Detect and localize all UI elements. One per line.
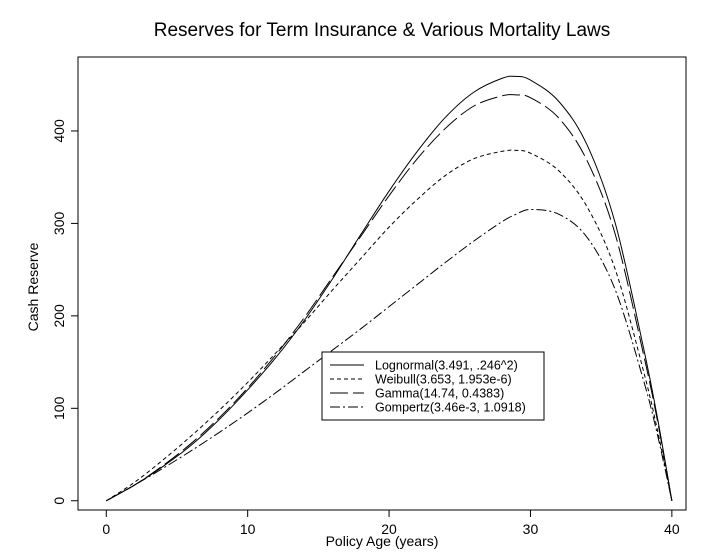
chart-title: Reserves for Term Insurance & Various Mo… bbox=[154, 20, 611, 41]
y-tick-label: 200 bbox=[51, 304, 67, 328]
legend: Lognormal(3.491, .246^2)Weibull(3.653, 1… bbox=[321, 351, 545, 421]
y-tick-label: 0 bbox=[51, 497, 67, 505]
legend-label: Gamma(14.74, 0.4383) bbox=[375, 387, 504, 401]
y-axis-label: Cash Reserve bbox=[25, 242, 41, 331]
legend-label: Gompertz(3.46e-3, 1.0918) bbox=[375, 401, 526, 415]
x-axis: 0 10 20 30 40 bbox=[102, 510, 680, 537]
series-line-1 bbox=[106, 75, 673, 502]
x-tick-label: 40 bbox=[664, 521, 680, 537]
legend-label: Weibull(3.653, 1.953e-6) bbox=[375, 373, 512, 387]
legend-label: Lognormal(3.491, .246^2) bbox=[375, 359, 518, 373]
y-tick-label: 300 bbox=[51, 212, 67, 236]
x-axis-label: Policy Age (years) bbox=[326, 533, 439, 549]
y-axis: 0 100 200 300 400 bbox=[51, 119, 78, 505]
x-tick-label: 10 bbox=[240, 521, 256, 537]
y-tick-label: 100 bbox=[51, 396, 67, 420]
series-layer bbox=[106, 75, 673, 502]
legend-box bbox=[321, 351, 545, 421]
x-tick-label: 0 bbox=[102, 521, 110, 537]
x-tick-label: 20 bbox=[381, 521, 397, 537]
plot-frame bbox=[77, 56, 687, 511]
series-line-3 bbox=[106, 94, 673, 502]
x-tick-label: 30 bbox=[523, 521, 539, 537]
series-line-2 bbox=[106, 149, 673, 502]
series-line-4 bbox=[106, 209, 673, 502]
y-tick-label: 400 bbox=[51, 119, 67, 143]
